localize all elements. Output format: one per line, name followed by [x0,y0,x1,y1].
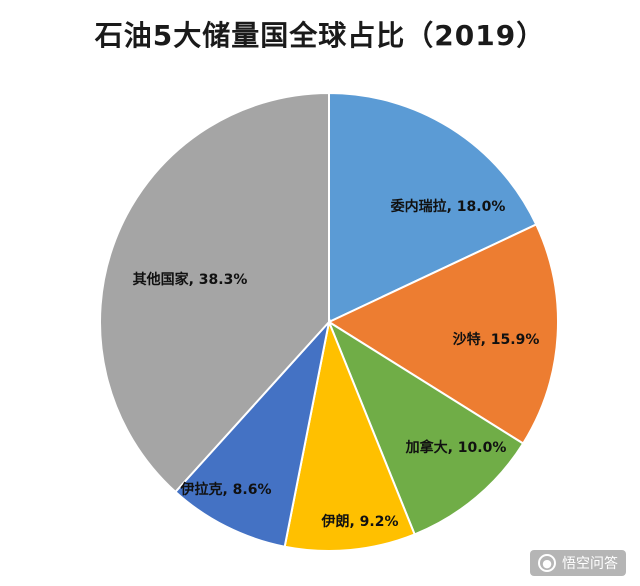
slice-label-4: 伊拉克, 8.6% [179,481,271,498]
slice-label-3: 伊朗, 9.2% [320,513,398,530]
slice-label-2: 加拿大, 10.0% [405,439,507,456]
slice-label-5: 其他国家, 38.3% [133,271,248,288]
chat-bubble-icon: ● [538,554,556,572]
pie-slice-0 [328,91,538,324]
pie-slice-4 [174,318,331,548]
pie-slice-1 [326,223,559,445]
watermark-text: 悟空问答 [562,556,618,572]
watermark: ● 悟空问答 [530,550,626,576]
slice-label-0: 委内瑞拉, 18.0% [390,198,506,215]
pie-slice-5 [99,91,330,494]
pie-slice-3 [283,318,416,552]
pie-slice-2 [326,319,525,536]
slice-label-1: 沙特, 15.9% [453,331,540,348]
chart-title: 石油5大储量国全球占比（2019） [94,19,546,52]
